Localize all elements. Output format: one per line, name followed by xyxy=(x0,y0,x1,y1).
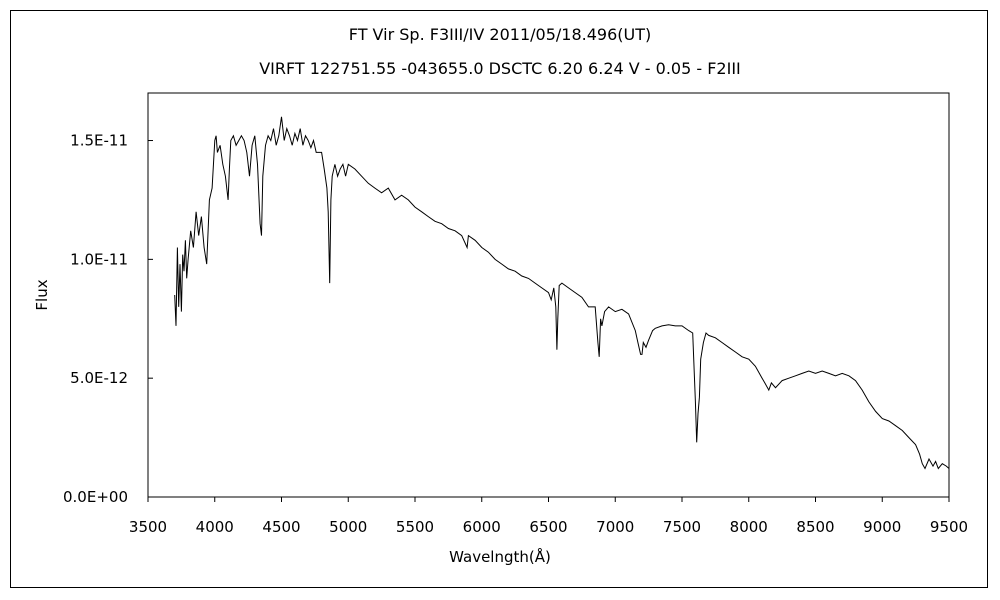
y-tick-label: 1.0E-11 xyxy=(70,250,128,268)
x-tick-label: 8000 xyxy=(730,518,768,536)
spectrum-line xyxy=(174,116,950,470)
chart-frame xyxy=(10,10,988,588)
y-tick-label: 5.0E-12 xyxy=(70,369,128,387)
x-tick-label: 3500 xyxy=(129,518,167,536)
y-axis: 0.0E+00 5.0E-12 1.0E-11 1.5E-11 xyxy=(63,132,153,506)
x-tick-label: 9000 xyxy=(863,518,901,536)
x-tick-label: 8500 xyxy=(796,518,834,536)
plot-area xyxy=(147,92,950,498)
y-tick-label: 1.5E-11 xyxy=(70,132,128,150)
x-axis: 3500 4000 4500 5000 5500 6000 6500 7000 7500 8000… xyxy=(129,497,968,536)
x-tick-label: 7000 xyxy=(596,518,634,536)
x-tick-label: 4000 xyxy=(196,518,234,536)
x-tick-label: 5500 xyxy=(396,518,434,536)
x-tick-label: 6500 xyxy=(529,518,567,536)
x-tick-label: 9500 xyxy=(930,518,968,536)
chart-subtitle: VIRFT 122751.55 -043655.0 DSCTC 6.20 6.2… xyxy=(259,59,741,78)
x-tick-label: 4500 xyxy=(262,518,300,536)
x-tick-label: 6000 xyxy=(463,518,501,536)
x-tick-label: 7500 xyxy=(663,518,701,536)
x-axis-label: Wavelngth(Å) xyxy=(449,548,551,566)
chart-title: FT Vir Sp. F3III/IV 2011/05/18.496(UT) xyxy=(348,25,652,44)
y-tick-label: 0.0E+00 xyxy=(63,488,128,506)
x-tick-label: 5000 xyxy=(329,518,367,536)
